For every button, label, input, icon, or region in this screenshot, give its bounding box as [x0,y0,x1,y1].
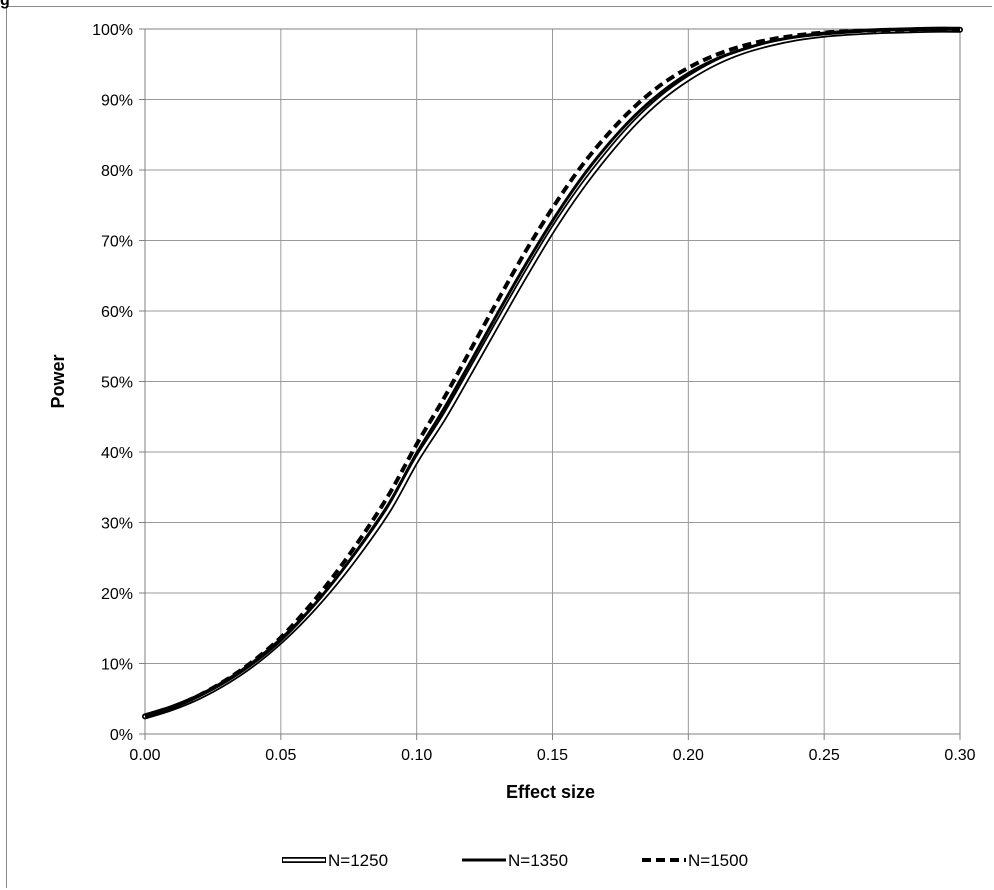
legend-label-n-1350: N=1350 [508,851,568,870]
y-tick-labels: 0% 10% 20% 30% 40% 50% 60% 70% 80% 90% 100% [92,22,133,744]
gridlines [139,28,961,740]
y-tick-label: 90% [101,93,133,110]
series-lines [142,26,963,720]
series-line-n-1350 [144,27,961,718]
x-tick-label: 0.10 [401,747,432,764]
y-tick-label: 30% [101,516,133,533]
y-tick-label: 60% [101,304,133,321]
legend-label-n-1500: N=1500 [688,851,748,870]
y-tick-label: 100% [92,22,133,39]
y-axis-title: Power [48,354,68,408]
x-tick-labels: 0.00 0.05 0.10 0.15 0.20 0.25 0.30 [129,747,975,764]
y-tick-label: 50% [101,375,133,392]
y-tick-label: 10% [101,657,133,674]
x-tick-label: 0.30 [944,747,975,764]
figure-corner-label: g [0,0,10,9]
plot-area-border [144,28,961,735]
y-tick-label: 20% [101,586,133,603]
y-tick-label: 0% [110,727,133,744]
x-tick-label: 0.00 [129,747,160,764]
y-tick-label: 40% [101,445,133,462]
y-tick-label: 80% [101,163,133,180]
chart-border [6,6,992,888]
x-tick-label: 0.20 [673,747,704,764]
x-tick-label: 0.15 [537,747,568,764]
series-line-n-1500 [144,26,961,719]
x-tick-label: 0.25 [809,747,840,764]
x-axis-title: Effect size [506,782,595,802]
x-tick-label: 0.05 [265,747,296,764]
y-tick-label: 70% [101,234,133,251]
legend-label-n-1250: N=1250 [328,851,388,870]
legend: N=1250 N=1350 N=1500 [282,851,748,870]
